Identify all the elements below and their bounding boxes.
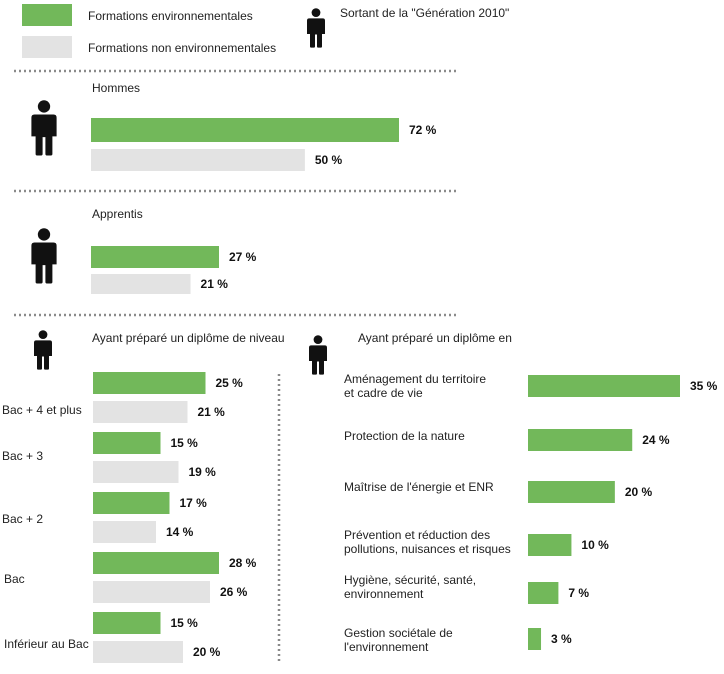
diploma-field-category-label: Hygiène, sécurité, santé, environnement <box>344 573 476 601</box>
legend-person-icon <box>307 8 325 48</box>
diploma-level-environmental-bar <box>93 552 219 574</box>
apprentices-non-environmental-value-label: 21 % <box>201 277 229 291</box>
legend-person-icon-label: Sortant de la "Génération 2010" <box>340 6 509 20</box>
diploma-level-non-environmental-bar <box>93 461 179 483</box>
diploma-field-environmental-value-label: 10 % <box>581 538 609 552</box>
diploma-field-environmental-bar <box>528 582 559 604</box>
diploma-field-environmental-value-label: 3 % <box>551 632 572 646</box>
diploma-field-category-label: Protection de la nature <box>344 429 465 443</box>
diploma-level-environmental-bar <box>93 432 161 454</box>
diploma-level-environmental-value-label: 15 % <box>171 436 199 450</box>
diploma-level-environmental-bar <box>93 372 206 394</box>
person-icon <box>34 330 52 370</box>
diploma-level-non-environmental-bar <box>93 521 156 543</box>
diploma-level-non-environmental-value-label: 21 % <box>198 405 226 419</box>
diploma-field-environmental-value-label: 7 % <box>568 586 589 600</box>
men-non-environmental-value-label: 50 % <box>315 153 343 167</box>
apprentices-non-environmental-bar <box>91 274 191 294</box>
diploma-field-category-label: Aménagement du territoire et cadre de vie <box>344 372 486 400</box>
diploma-field-environmental-bar <box>528 429 633 451</box>
diploma-level-non-environmental-bar <box>93 581 210 603</box>
diploma-field-environmental-bar <box>528 628 542 650</box>
apprentices-environmental-value-label: 27 % <box>229 250 257 264</box>
diploma-field-category-label: Maîtrise de l'énergie et ENR <box>344 480 494 494</box>
diploma-level-non-environmental-bar <box>93 401 188 423</box>
diploma-level-category-label: Bac <box>4 572 25 586</box>
diploma-field-environmental-bar <box>528 375 680 397</box>
person-icon <box>31 228 57 284</box>
diploma-level-environmental-bar <box>93 492 170 514</box>
legend-label-non-environmental: Formations non environnementales <box>88 41 276 55</box>
diploma-level-environmental-value-label: 15 % <box>171 616 199 630</box>
diploma-level-non-environmental-value-label: 14 % <box>166 525 194 539</box>
diploma-field-environmental-value-label: 20 % <box>625 485 653 499</box>
diploma-field-environmental-value-label: 24 % <box>642 433 670 447</box>
diploma-level-environmental-value-label: 25 % <box>216 376 244 390</box>
diploma-level-non-environmental-value-label: 20 % <box>193 645 221 659</box>
diploma-level-environmental-value-label: 17 % <box>180 496 208 510</box>
diploma-level-non-environmental-bar <box>93 641 183 663</box>
diploma-field-environmental-bar <box>528 534 572 556</box>
apprentices-environmental-bar <box>91 246 219 268</box>
section-title-apprentices: Apprentis <box>92 207 143 221</box>
legend: Formations environnementales Formations … <box>22 4 509 58</box>
diploma-level-non-environmental-value-label: 26 % <box>220 585 248 599</box>
men-environmental-bar <box>91 118 399 142</box>
person-icon <box>31 100 57 156</box>
legend-label-environmental: Formations environnementales <box>88 9 253 23</box>
diploma-level-non-environmental-value-label: 19 % <box>189 465 217 479</box>
diploma-level-category-label: Bac + 3 <box>2 449 43 463</box>
person-icon <box>309 335 327 375</box>
legend-swatch-non-environmental <box>22 36 72 58</box>
diploma-field-environmental-value-label: 35 % <box>690 379 718 393</box>
diploma-level-category-label: Bac + 4 et plus <box>2 403 82 417</box>
diploma-field-category-label: Gestion sociétale de l'environnement <box>344 626 453 654</box>
legend-swatch-environmental <box>22 4 72 26</box>
diploma-level-environmental-value-label: 28 % <box>229 556 257 570</box>
men-non-environmental-bar <box>91 149 305 171</box>
section-title-diploma-level: Ayant préparé un diplôme de niveau <box>92 331 285 345</box>
diploma-field-environmental-bar <box>528 481 615 503</box>
section-title-diploma-field: Ayant préparé un diplôme en <box>358 331 512 345</box>
section-title-men: Hommes <box>92 81 140 95</box>
diploma-level-environmental-bar <box>93 612 161 634</box>
diploma-field-category-label: Prévention et réduction des pollutions, n… <box>344 528 511 556</box>
diploma-level-category-label: Bac + 2 <box>2 512 43 526</box>
men-environmental-value-label: 72 % <box>409 123 437 137</box>
diploma-level-category-label: Inférieur au Bac <box>4 637 89 651</box>
